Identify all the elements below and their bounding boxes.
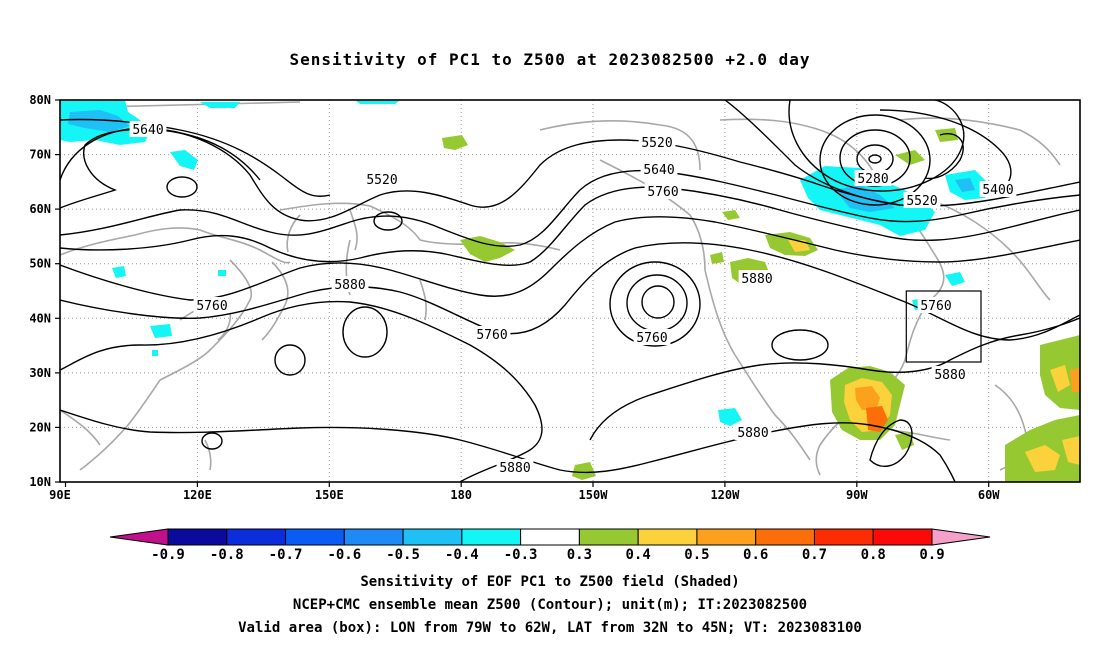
colorbar-label: -0.4 (445, 547, 479, 563)
contour-label-bg (331, 276, 369, 292)
lat-label: 10N (29, 475, 51, 489)
contour-label: 5880 (334, 278, 365, 293)
lon-label: 90W (846, 488, 868, 502)
colorbar-label: 0.8 (861, 547, 886, 563)
contour-label: 5760 (476, 328, 507, 343)
caption-line-3: Valid area (box): LON from 79W to 62W, L… (238, 620, 862, 636)
contour-label: 5880 (499, 461, 530, 476)
lon-label: 150W (579, 488, 609, 502)
colorbar-swatch (285, 528, 345, 546)
contour-label: 5520 (906, 194, 937, 209)
contour-label: 5400 (982, 183, 1013, 198)
colorbar-end-triangle (931, 528, 991, 546)
colorbar-end-triangle (109, 528, 169, 546)
colorbar-label: -0.7 (269, 547, 303, 563)
colorbar-label: 0.3 (567, 547, 592, 563)
lon-label: 120W (710, 488, 740, 502)
contour-label: 5880 (741, 272, 772, 287)
lat-label: 80N (29, 93, 51, 107)
colorbar-label: 0.5 (684, 547, 709, 563)
contour-label-bg (903, 192, 941, 208)
map-title: Sensitivity of PC1 to Z500 at 2023082500… (289, 50, 811, 69)
lat-label: 50N (29, 257, 51, 271)
lat-label: 20N (29, 420, 51, 434)
contour-label: 5760 (196, 299, 227, 314)
lon-label: 90E (49, 488, 71, 502)
colorbar-label: 0.4 (626, 547, 651, 563)
contour-label-bg (473, 326, 511, 342)
contour-label: 5640 (132, 123, 163, 138)
caption-line-1: Sensitivity of EOF PC1 to Z500 field (Sh… (360, 574, 740, 590)
colorbar-swatch (637, 528, 698, 546)
contour-labels: 5640 5520 5520 5640 5760 5280 5520 5400 5760 5880… (129, 121, 1017, 476)
colorbar-label: 0.6 (743, 547, 768, 563)
lon-label: 150E (315, 488, 344, 502)
lat-label: 70N (29, 148, 51, 162)
colorbar-swatch (696, 528, 757, 546)
contour-label-bg (496, 459, 534, 475)
contour-label-bg (917, 297, 955, 313)
colorbar-swatch (755, 528, 815, 546)
contour-label: 5280 (857, 172, 888, 187)
colorbar-label: -0.9 (151, 547, 185, 563)
valid-area-box (905, 290, 982, 363)
contour-label-bg (738, 270, 776, 286)
colorbar-label: -0.3 (504, 547, 538, 563)
colorbar-swatch (813, 528, 874, 546)
contour-label: 5760 (647, 185, 678, 200)
contour-label-bg (129, 121, 167, 137)
lat-label: 40N (29, 311, 51, 325)
colorbar-swatch (226, 528, 287, 546)
colorbar-swatch (343, 528, 404, 546)
z500-contours (60, 100, 1080, 482)
contour-label: 5760 (920, 299, 951, 314)
plot-frame (59, 99, 1081, 483)
contour-label-bg (193, 297, 231, 313)
contour-label: 5880 (737, 426, 768, 441)
contour-label-bg (979, 181, 1017, 197)
lon-label: 120E (183, 488, 212, 502)
contour-label-bg (633, 329, 671, 345)
colorbar-swatch (520, 528, 580, 546)
colorbar-label: -0.6 (327, 547, 361, 563)
axis-ticks (55, 99, 990, 487)
colorbar-swatch (402, 528, 463, 546)
contour-label-bg (640, 161, 678, 177)
contour-label: 5520 (366, 173, 397, 188)
contour-label-bg (638, 134, 676, 150)
lat-label: 60N (29, 202, 51, 216)
colorbar-swatch (872, 528, 933, 546)
contour-label-bg (363, 171, 401, 187)
colorbar-label: -0.5 (386, 547, 420, 563)
contour-label-bg (854, 170, 892, 186)
lat-label: 30N (29, 366, 51, 380)
contour-label-bg (931, 366, 969, 382)
colorbar-swatch (578, 528, 639, 546)
longitude-labels: 90E 120E 150E 180 150W 120W 90W 60W (49, 488, 1000, 502)
colorbar-label: -0.8 (210, 547, 244, 563)
lon-label: 180 (450, 488, 472, 502)
colorbar-label: 0.7 (802, 547, 827, 563)
contour-label: 5640 (643, 163, 674, 178)
contour-label: 5880 (934, 368, 965, 383)
contour-label: 5520 (641, 136, 672, 151)
contour-label: 5760 (636, 331, 667, 346)
caption-line-2: NCEP+CMC ensemble mean Z500 (Contour); u… (292, 597, 808, 613)
colorbar-swatch (461, 528, 522, 546)
lon-label: 60W (978, 488, 1000, 502)
colorbar-swatch (167, 528, 228, 546)
latitude-labels: 80N 70N 60N 50N 40N 30N 20N 10N (29, 93, 51, 489)
colorbar: -0.9 -0.8 -0.7 -0.6 -0.5 -0.4 -0.3 0.3 0.4 0.5 0.6… (109, 528, 991, 563)
colorbar-label: 0.9 (919, 547, 944, 563)
contour-label-bg (734, 424, 772, 440)
coastlines (60, 101, 1080, 482)
contour-label-bg (644, 183, 682, 199)
